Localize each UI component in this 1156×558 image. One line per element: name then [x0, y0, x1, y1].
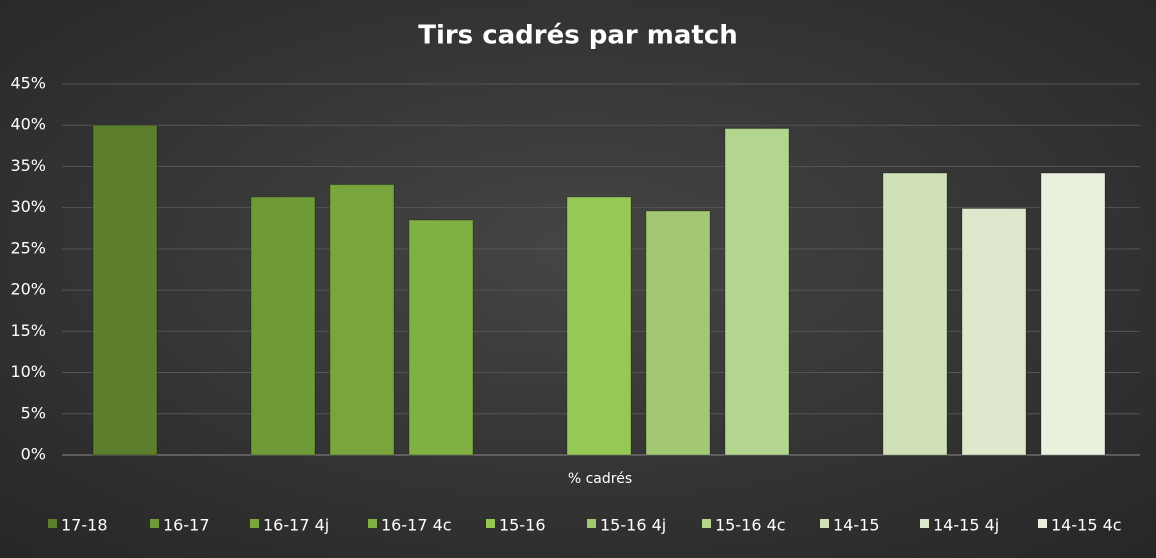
bar [566, 196, 632, 456]
legend-label: 14-15 4c [1051, 516, 1122, 535]
legend-swatch [368, 519, 377, 528]
legend-label: 15-16 [499, 516, 546, 535]
bar [92, 124, 158, 456]
x-category-label: % cadrés [568, 471, 632, 487]
bar [250, 196, 316, 456]
legend-label: 16-17 4c [381, 516, 452, 535]
legend-swatch [587, 519, 596, 528]
bar [329, 184, 395, 456]
legend-swatch [486, 519, 495, 528]
y-tick-label: 40% [10, 115, 46, 134]
legend-label: 16-17 4j [263, 516, 329, 535]
y-tick-label: 20% [10, 280, 46, 299]
bar [882, 172, 948, 456]
legend-label: 14-15 [833, 516, 880, 535]
bar [408, 219, 474, 456]
y-tick-label: 25% [10, 238, 46, 257]
legend-swatch [250, 519, 259, 528]
legend-swatch [1038, 519, 1047, 528]
legend-swatch [150, 519, 159, 528]
y-tick-label: 5% [21, 403, 46, 422]
legend-label: 17-18 [61, 516, 108, 535]
bar [961, 207, 1027, 456]
y-tick-label: 45% [10, 74, 46, 93]
legend-label: 14-15 4j [933, 516, 999, 535]
y-tick-label: 30% [10, 197, 46, 216]
bar [645, 210, 711, 456]
legend-swatch [48, 519, 57, 528]
bar [724, 128, 790, 456]
y-tick-label: 10% [10, 362, 46, 381]
y-tick-label: 35% [10, 156, 46, 175]
legend-label: 16-17 [163, 516, 210, 535]
chart-title: Tirs cadrés par match [418, 21, 738, 51]
bar [1040, 172, 1106, 456]
legend-label: 15-16 4j [600, 516, 666, 535]
legend-label: 15-16 4c [715, 516, 786, 535]
legend-swatch [820, 519, 829, 528]
y-tick-label: 0% [21, 445, 46, 464]
legend-swatch [702, 519, 711, 528]
y-tick-label: 15% [10, 321, 46, 340]
legend-swatch [920, 519, 929, 528]
